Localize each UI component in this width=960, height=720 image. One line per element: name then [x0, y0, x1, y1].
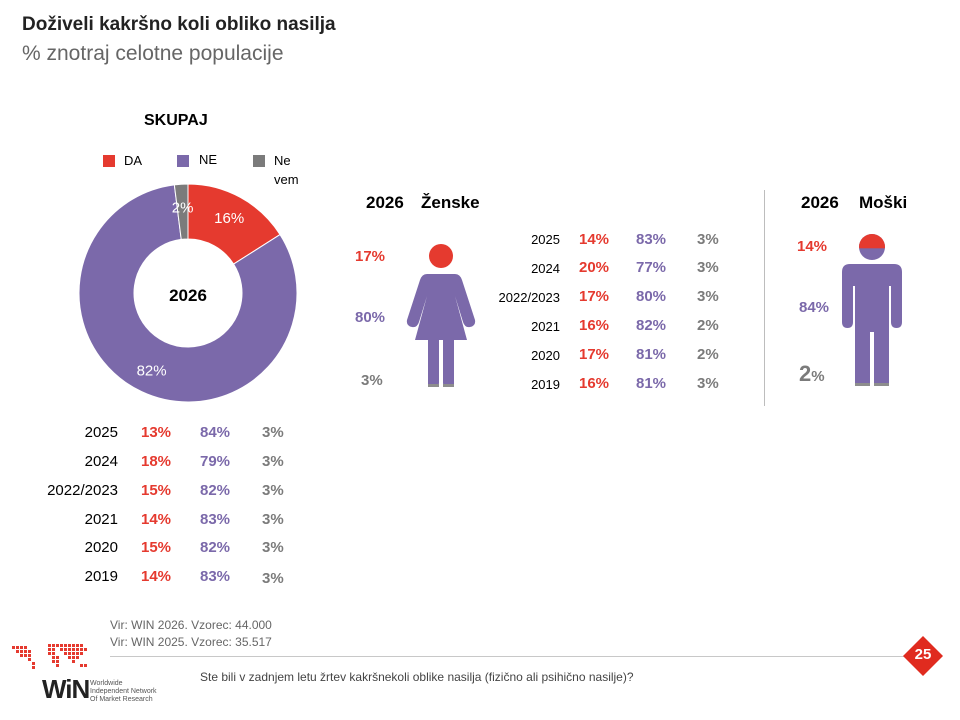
table-cell-da: 13%: [141, 424, 172, 441]
table-cell-ne: 84%: [200, 424, 231, 441]
table-cell-da: 15%: [141, 539, 172, 556]
table-cell-ne: 82%: [200, 482, 231, 499]
table-row-year: 2020: [84, 539, 118, 556]
table-row-year: 2022/2023: [47, 482, 118, 499]
legend-label-nevem: Ne vem: [274, 153, 299, 187]
table-cell-nevem: 3%: [262, 539, 284, 556]
table-row-year: 2025: [84, 424, 118, 441]
men-nevem-number: 2: [799, 361, 812, 386]
table-cell-nevem: 3%: [697, 288, 719, 305]
win-logo-tagline: Worldwide Independent Network Of Market …: [90, 680, 200, 704]
win-tagline-line: Worldwide: [90, 680, 123, 687]
legend-swatch-ne: [177, 155, 189, 167]
world-map-icon: [12, 644, 87, 669]
table-cell-nevem: 2%: [697, 346, 719, 363]
table-cell-ne: 83%: [636, 231, 667, 248]
table-cell-ne: 83%: [200, 568, 231, 585]
legend-swatch-nevem: [253, 155, 265, 167]
table-cell-da: 14%: [141, 568, 172, 585]
table-cell-da: 18%: [141, 453, 172, 470]
table-row-year: 2019: [84, 568, 118, 585]
man-icon: [842, 234, 902, 386]
table-cell-da: 16%: [579, 317, 610, 334]
survey-question: Ste bili v zadnjem letu žrtev kakršnekol…: [200, 670, 634, 684]
source-2026: Vir: WIN 2026. Vzorec: 44.000: [110, 618, 272, 632]
page-title: Doživeli kakršno koli obliko nasilja: [22, 14, 336, 35]
women-current-ne: 80%: [355, 309, 386, 326]
win-logo-text: WiN: [42, 674, 90, 704]
page-number: 25: [914, 646, 932, 663]
donut-chart: 16% 82% 2%: [78, 183, 298, 403]
table-cell-ne: 82%: [200, 539, 231, 556]
table-cell-nevem: 3%: [697, 231, 719, 248]
donut-slice-label: 82%: [137, 362, 167, 379]
page-number-badge: [903, 636, 943, 676]
donut-center-label: 2026: [169, 286, 207, 305]
donut-title: SKUPAJ: [144, 112, 208, 129]
table-cell-ne: 80%: [636, 288, 667, 305]
men-nevem-percent: %: [811, 368, 825, 385]
table-cell-da: 20%: [579, 259, 610, 276]
table-cell-da: 14%: [141, 511, 172, 528]
woman-icon: [406, 244, 476, 387]
women-year: 2026: [366, 193, 404, 212]
table-cell-da: 17%: [579, 346, 610, 363]
donut-slice-label: 16%: [214, 210, 244, 227]
table-row-year: 2022/2023: [498, 290, 560, 305]
table-cell-da: 17%: [579, 288, 610, 305]
table-cell-ne: 81%: [636, 375, 667, 392]
men-current-ne: 84%: [799, 299, 830, 316]
table-cell-ne: 82%: [636, 317, 667, 334]
legend-label-ne: NE: [199, 152, 218, 167]
men-current-da: 14%: [797, 238, 828, 255]
win-logo: WiN Worldwide Independent Network Of Mar…: [10, 640, 157, 704]
women-current-nevem: 3%: [361, 372, 383, 389]
table-cell-ne: 79%: [200, 453, 231, 470]
footer-divider: [110, 656, 920, 657]
table-cell-da: 15%: [141, 482, 172, 499]
table-cell-da: 14%: [579, 231, 610, 248]
page-subtitle: % znotraj celotne populacije: [22, 42, 284, 65]
table-cell-nevem: 3%: [262, 424, 284, 441]
table-cell-nevem: 3%: [262, 453, 284, 470]
donut-slice-ne: [78, 184, 298, 403]
men-current-nevem: 2%: [799, 361, 825, 387]
table-cell-ne: 81%: [636, 346, 667, 363]
donut-slice-ne-vem: [173, 183, 189, 240]
win-tagline-line: Of Market Research: [90, 696, 153, 703]
table-row-year: 2021: [84, 511, 118, 528]
legend-swatch-da: [103, 155, 115, 167]
section-divider: [764, 190, 765, 406]
table-row-year: 2024: [531, 261, 560, 276]
women-title: Ženske: [421, 193, 480, 212]
men-title: Moški: [859, 193, 908, 212]
table-cell-ne: 83%: [200, 511, 231, 528]
table-cell-nevem: 3%: [262, 482, 284, 499]
win-tagline-line: Independent Network: [90, 688, 157, 695]
table-row-year: 2025: [531, 232, 560, 247]
men-year: 2026: [801, 193, 839, 212]
table-cell-nevem: 3%: [697, 259, 719, 276]
table-row-year: 2019: [531, 377, 560, 392]
table-cell-nevem: 3%: [697, 375, 719, 392]
table-cell-nevem: 3%: [262, 570, 284, 587]
table-row-year: 2020: [531, 348, 560, 363]
table-row-year: 2024: [84, 453, 118, 470]
table-cell-ne: 77%: [636, 259, 667, 276]
legend-label-da: DA: [124, 153, 143, 168]
table-cell-nevem: 3%: [262, 511, 284, 528]
donut-slice-label: 2%: [172, 200, 194, 217]
table-cell-da: 16%: [579, 375, 610, 392]
table-row-year: 2021: [531, 319, 560, 334]
women-current-da: 17%: [355, 248, 386, 265]
source-2025: Vir: WIN 2025. Vzorec: 35.517: [110, 635, 272, 649]
table-cell-nevem: 2%: [697, 317, 719, 334]
